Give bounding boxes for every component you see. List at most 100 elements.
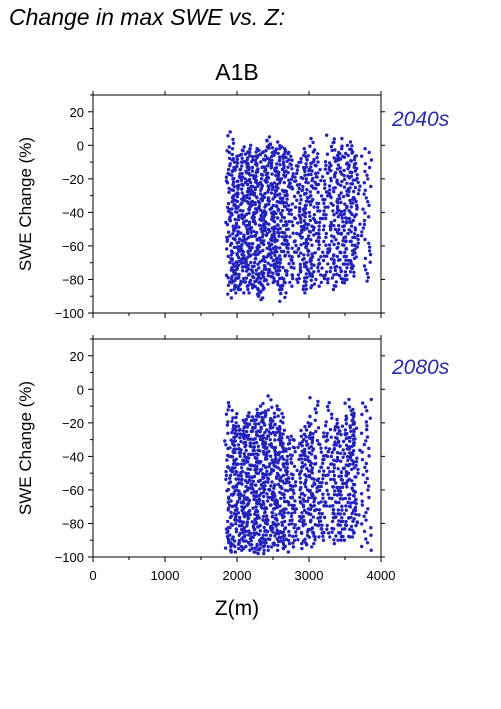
scatter-point xyxy=(290,496,294,500)
scatter-point xyxy=(275,430,279,434)
scatter-point xyxy=(235,241,239,245)
scatter-point xyxy=(333,174,337,179)
scatter-point xyxy=(274,456,278,461)
scatter-point xyxy=(304,287,309,291)
scatter-point xyxy=(260,272,265,277)
scatter-point xyxy=(263,228,267,233)
scatter-point xyxy=(326,531,331,535)
y-tick-label: 20 xyxy=(70,105,84,120)
scatter-point xyxy=(278,512,282,516)
scatter-point xyxy=(245,162,249,166)
scatter-point xyxy=(268,537,272,541)
scatter-point xyxy=(308,218,312,223)
scatter-point xyxy=(302,264,307,269)
scatter-point xyxy=(351,150,355,154)
scatter-point xyxy=(252,550,256,554)
y-tick-label: −20 xyxy=(62,172,84,187)
scatter-point xyxy=(250,169,255,173)
scatter-point xyxy=(316,201,321,206)
scatter-point xyxy=(241,160,245,164)
scatter-point xyxy=(235,412,239,416)
scatter-point xyxy=(254,491,258,495)
scatter-point xyxy=(238,436,242,440)
scatter-point xyxy=(336,432,340,436)
scatter-point xyxy=(228,162,232,166)
scatter-point xyxy=(253,257,257,261)
scatter-point xyxy=(304,435,308,439)
scatter-point xyxy=(299,501,303,505)
scatter-point xyxy=(309,161,313,165)
scatter-point xyxy=(256,182,260,186)
scatter-point xyxy=(254,456,258,461)
scatter-point xyxy=(233,466,237,470)
scatter-point xyxy=(247,151,251,155)
scatter-point xyxy=(340,508,344,512)
scatter-point xyxy=(286,170,290,175)
scatter-point xyxy=(310,437,314,441)
scatter-point xyxy=(360,522,364,526)
scatter-point xyxy=(236,218,241,222)
scatter-point xyxy=(353,226,357,230)
scatter-point xyxy=(263,414,267,419)
scatter-point xyxy=(269,162,274,166)
scatter-point xyxy=(243,152,248,156)
scatter-point xyxy=(359,492,364,496)
scatter-point xyxy=(258,434,262,439)
scatter-point xyxy=(308,274,312,278)
scatter-point xyxy=(230,504,234,509)
scatter-point xyxy=(326,450,330,454)
scatter-point xyxy=(318,488,322,493)
scatter-point xyxy=(277,473,281,477)
scatter-point xyxy=(260,240,265,245)
scatter-point xyxy=(225,238,230,242)
scatter-point xyxy=(241,250,246,254)
scatter-point xyxy=(250,475,254,479)
scatter-point xyxy=(242,452,246,456)
scatter-point xyxy=(278,284,283,288)
scatter-point xyxy=(342,527,347,531)
scatter-point xyxy=(353,437,357,441)
scatter-point xyxy=(229,241,234,246)
scatter-point xyxy=(278,246,282,250)
scatter-point xyxy=(335,421,339,425)
scatter-point xyxy=(290,274,295,278)
scatter-point xyxy=(305,499,310,503)
scatter-point xyxy=(274,147,278,152)
scatter-point xyxy=(281,242,286,246)
scatter-point xyxy=(336,538,340,542)
scatter-point xyxy=(348,239,352,244)
scatter-point xyxy=(296,190,301,194)
scatter-point xyxy=(242,426,246,430)
scatter-point xyxy=(250,415,255,419)
scatter-point xyxy=(290,246,294,250)
scatter-point xyxy=(334,284,338,288)
scatter-point xyxy=(314,186,318,191)
scatter-point xyxy=(331,485,335,489)
scatter-point xyxy=(308,396,312,400)
scatter-point xyxy=(272,153,276,157)
scatter-point xyxy=(253,158,258,163)
scatter-point xyxy=(279,439,283,443)
scatter-point xyxy=(326,492,330,496)
scatter-point xyxy=(346,262,350,266)
scatter-point xyxy=(251,479,256,483)
scatter-point xyxy=(272,280,276,284)
scatter-point xyxy=(321,477,325,481)
scatter-point xyxy=(287,254,292,258)
scatter-point xyxy=(261,518,265,522)
scatter-point xyxy=(339,477,343,482)
scatter-point xyxy=(236,179,240,183)
scatter-point xyxy=(238,454,242,458)
scatter-point xyxy=(351,264,355,268)
scatter-point xyxy=(346,174,350,178)
scatter-point xyxy=(335,211,339,215)
scatter-point xyxy=(283,281,287,285)
scatter-point xyxy=(304,244,309,248)
scatter-point xyxy=(246,516,250,521)
scatter-point xyxy=(289,163,293,167)
scatter-point xyxy=(342,466,346,470)
scatter-point xyxy=(326,466,330,470)
scatter-point xyxy=(351,418,355,422)
scatter-point xyxy=(343,273,348,278)
y-axis-title: SWE Change (%) xyxy=(16,137,35,271)
